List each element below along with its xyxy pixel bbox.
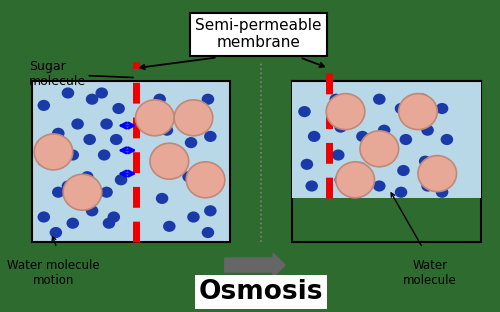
Ellipse shape (62, 180, 74, 192)
Ellipse shape (63, 174, 102, 210)
Ellipse shape (440, 134, 453, 145)
Ellipse shape (186, 162, 225, 198)
Ellipse shape (86, 94, 99, 105)
Ellipse shape (50, 227, 62, 238)
Ellipse shape (202, 94, 214, 105)
Ellipse shape (66, 149, 79, 161)
Ellipse shape (187, 212, 200, 222)
Ellipse shape (206, 168, 219, 179)
Ellipse shape (154, 94, 166, 105)
Ellipse shape (100, 187, 113, 198)
Ellipse shape (163, 221, 175, 232)
Ellipse shape (422, 124, 434, 136)
Ellipse shape (174, 100, 213, 136)
Ellipse shape (38, 212, 50, 222)
Ellipse shape (298, 106, 311, 117)
Ellipse shape (352, 103, 364, 114)
Ellipse shape (34, 134, 73, 170)
Text: Semi-permeable
membrane: Semi-permeable membrane (196, 18, 322, 50)
Ellipse shape (334, 174, 347, 185)
Text: Osmosis: Osmosis (199, 279, 324, 305)
Ellipse shape (436, 187, 448, 198)
Ellipse shape (378, 124, 390, 136)
Ellipse shape (102, 218, 115, 229)
Ellipse shape (349, 187, 362, 198)
Ellipse shape (72, 119, 84, 129)
Ellipse shape (373, 180, 386, 192)
Ellipse shape (419, 156, 432, 167)
Ellipse shape (397, 165, 409, 176)
Ellipse shape (204, 131, 216, 142)
Ellipse shape (166, 159, 178, 170)
Ellipse shape (395, 103, 407, 114)
Ellipse shape (336, 162, 374, 198)
Ellipse shape (38, 100, 50, 111)
Ellipse shape (356, 131, 368, 142)
Ellipse shape (86, 205, 99, 217)
Ellipse shape (418, 156, 457, 192)
Ellipse shape (38, 156, 50, 167)
Bar (292, 80, 480, 242)
Ellipse shape (160, 124, 173, 136)
Ellipse shape (306, 180, 318, 192)
Text: Water molecule
motion: Water molecule motion (7, 259, 100, 287)
Ellipse shape (150, 143, 188, 179)
Ellipse shape (182, 171, 195, 182)
Ellipse shape (84, 134, 96, 145)
Ellipse shape (202, 227, 214, 238)
Ellipse shape (300, 159, 313, 170)
Ellipse shape (156, 193, 168, 204)
Ellipse shape (204, 205, 216, 217)
Ellipse shape (400, 134, 412, 145)
Ellipse shape (110, 134, 122, 145)
Text: Water
molecule: Water molecule (403, 259, 457, 287)
Ellipse shape (395, 187, 407, 198)
Ellipse shape (373, 94, 386, 105)
Ellipse shape (308, 131, 320, 142)
Ellipse shape (100, 119, 113, 129)
Ellipse shape (112, 103, 125, 114)
Ellipse shape (376, 156, 388, 167)
Ellipse shape (436, 103, 448, 114)
Ellipse shape (332, 149, 344, 161)
Ellipse shape (180, 103, 192, 114)
Ellipse shape (360, 131, 399, 167)
Ellipse shape (334, 122, 347, 133)
Ellipse shape (416, 94, 429, 105)
Ellipse shape (438, 168, 451, 179)
Ellipse shape (330, 94, 342, 105)
Ellipse shape (185, 137, 198, 148)
Ellipse shape (66, 218, 79, 229)
Ellipse shape (398, 94, 437, 129)
Bar (292, 80, 480, 198)
Ellipse shape (62, 87, 74, 99)
Ellipse shape (96, 87, 108, 99)
Ellipse shape (115, 174, 128, 185)
Ellipse shape (81, 171, 94, 182)
Ellipse shape (326, 94, 365, 129)
Ellipse shape (354, 162, 366, 173)
Ellipse shape (136, 100, 174, 136)
Ellipse shape (52, 128, 64, 139)
Text: Sugar
molecule: Sugar molecule (30, 61, 133, 88)
Ellipse shape (52, 187, 64, 198)
Ellipse shape (98, 149, 110, 161)
Ellipse shape (422, 180, 434, 192)
Ellipse shape (108, 212, 120, 222)
Bar (32, 80, 230, 242)
FancyArrow shape (225, 253, 285, 277)
